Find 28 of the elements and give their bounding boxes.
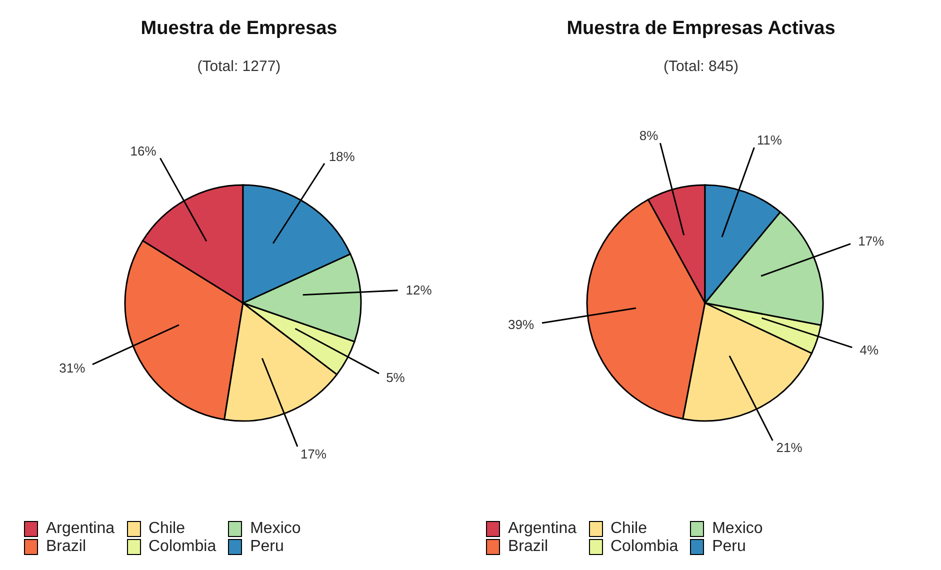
data-label: 4% — [860, 342, 880, 358]
data-label: 11% — [756, 132, 782, 148]
legend-label: Brazil — [46, 538, 86, 556]
data-label: 18% — [328, 149, 356, 164]
legend-label: Argentina — [508, 520, 576, 538]
chart-subtitle: (Total: 845) — [662, 58, 740, 75]
data-label: 17% — [300, 446, 327, 462]
data-label: 8% — [639, 128, 659, 143]
data-label: 21% — [776, 440, 803, 456]
data-label: 17% — [858, 234, 885, 249]
data-label: 39% — [508, 316, 534, 332]
chart-title: Muestra de Empresas — [140, 18, 338, 40]
legend-label: Argentina — [46, 520, 114, 538]
chart-title: Muestra de Empresas Activas — [566, 18, 836, 40]
data-label: 5% — [386, 370, 406, 385]
legend-label: Colombia — [610, 538, 678, 556]
legend-label: Chile — [148, 520, 185, 538]
data-label: 12% — [406, 282, 432, 298]
legend-label: Mexico — [712, 520, 763, 538]
legend-label: Peru — [250, 538, 284, 556]
data-label: 31% — [59, 360, 86, 376]
chart-subtitle: (Total: 1277) — [196, 58, 282, 75]
data-label: 16% — [130, 144, 157, 159]
legend-label: Chile — [610, 520, 647, 538]
legend-label: Colombia — [148, 538, 216, 556]
legend-label: Brazil — [508, 538, 548, 556]
legend-label: Peru — [712, 538, 746, 556]
legend-label: Mexico — [250, 520, 301, 538]
